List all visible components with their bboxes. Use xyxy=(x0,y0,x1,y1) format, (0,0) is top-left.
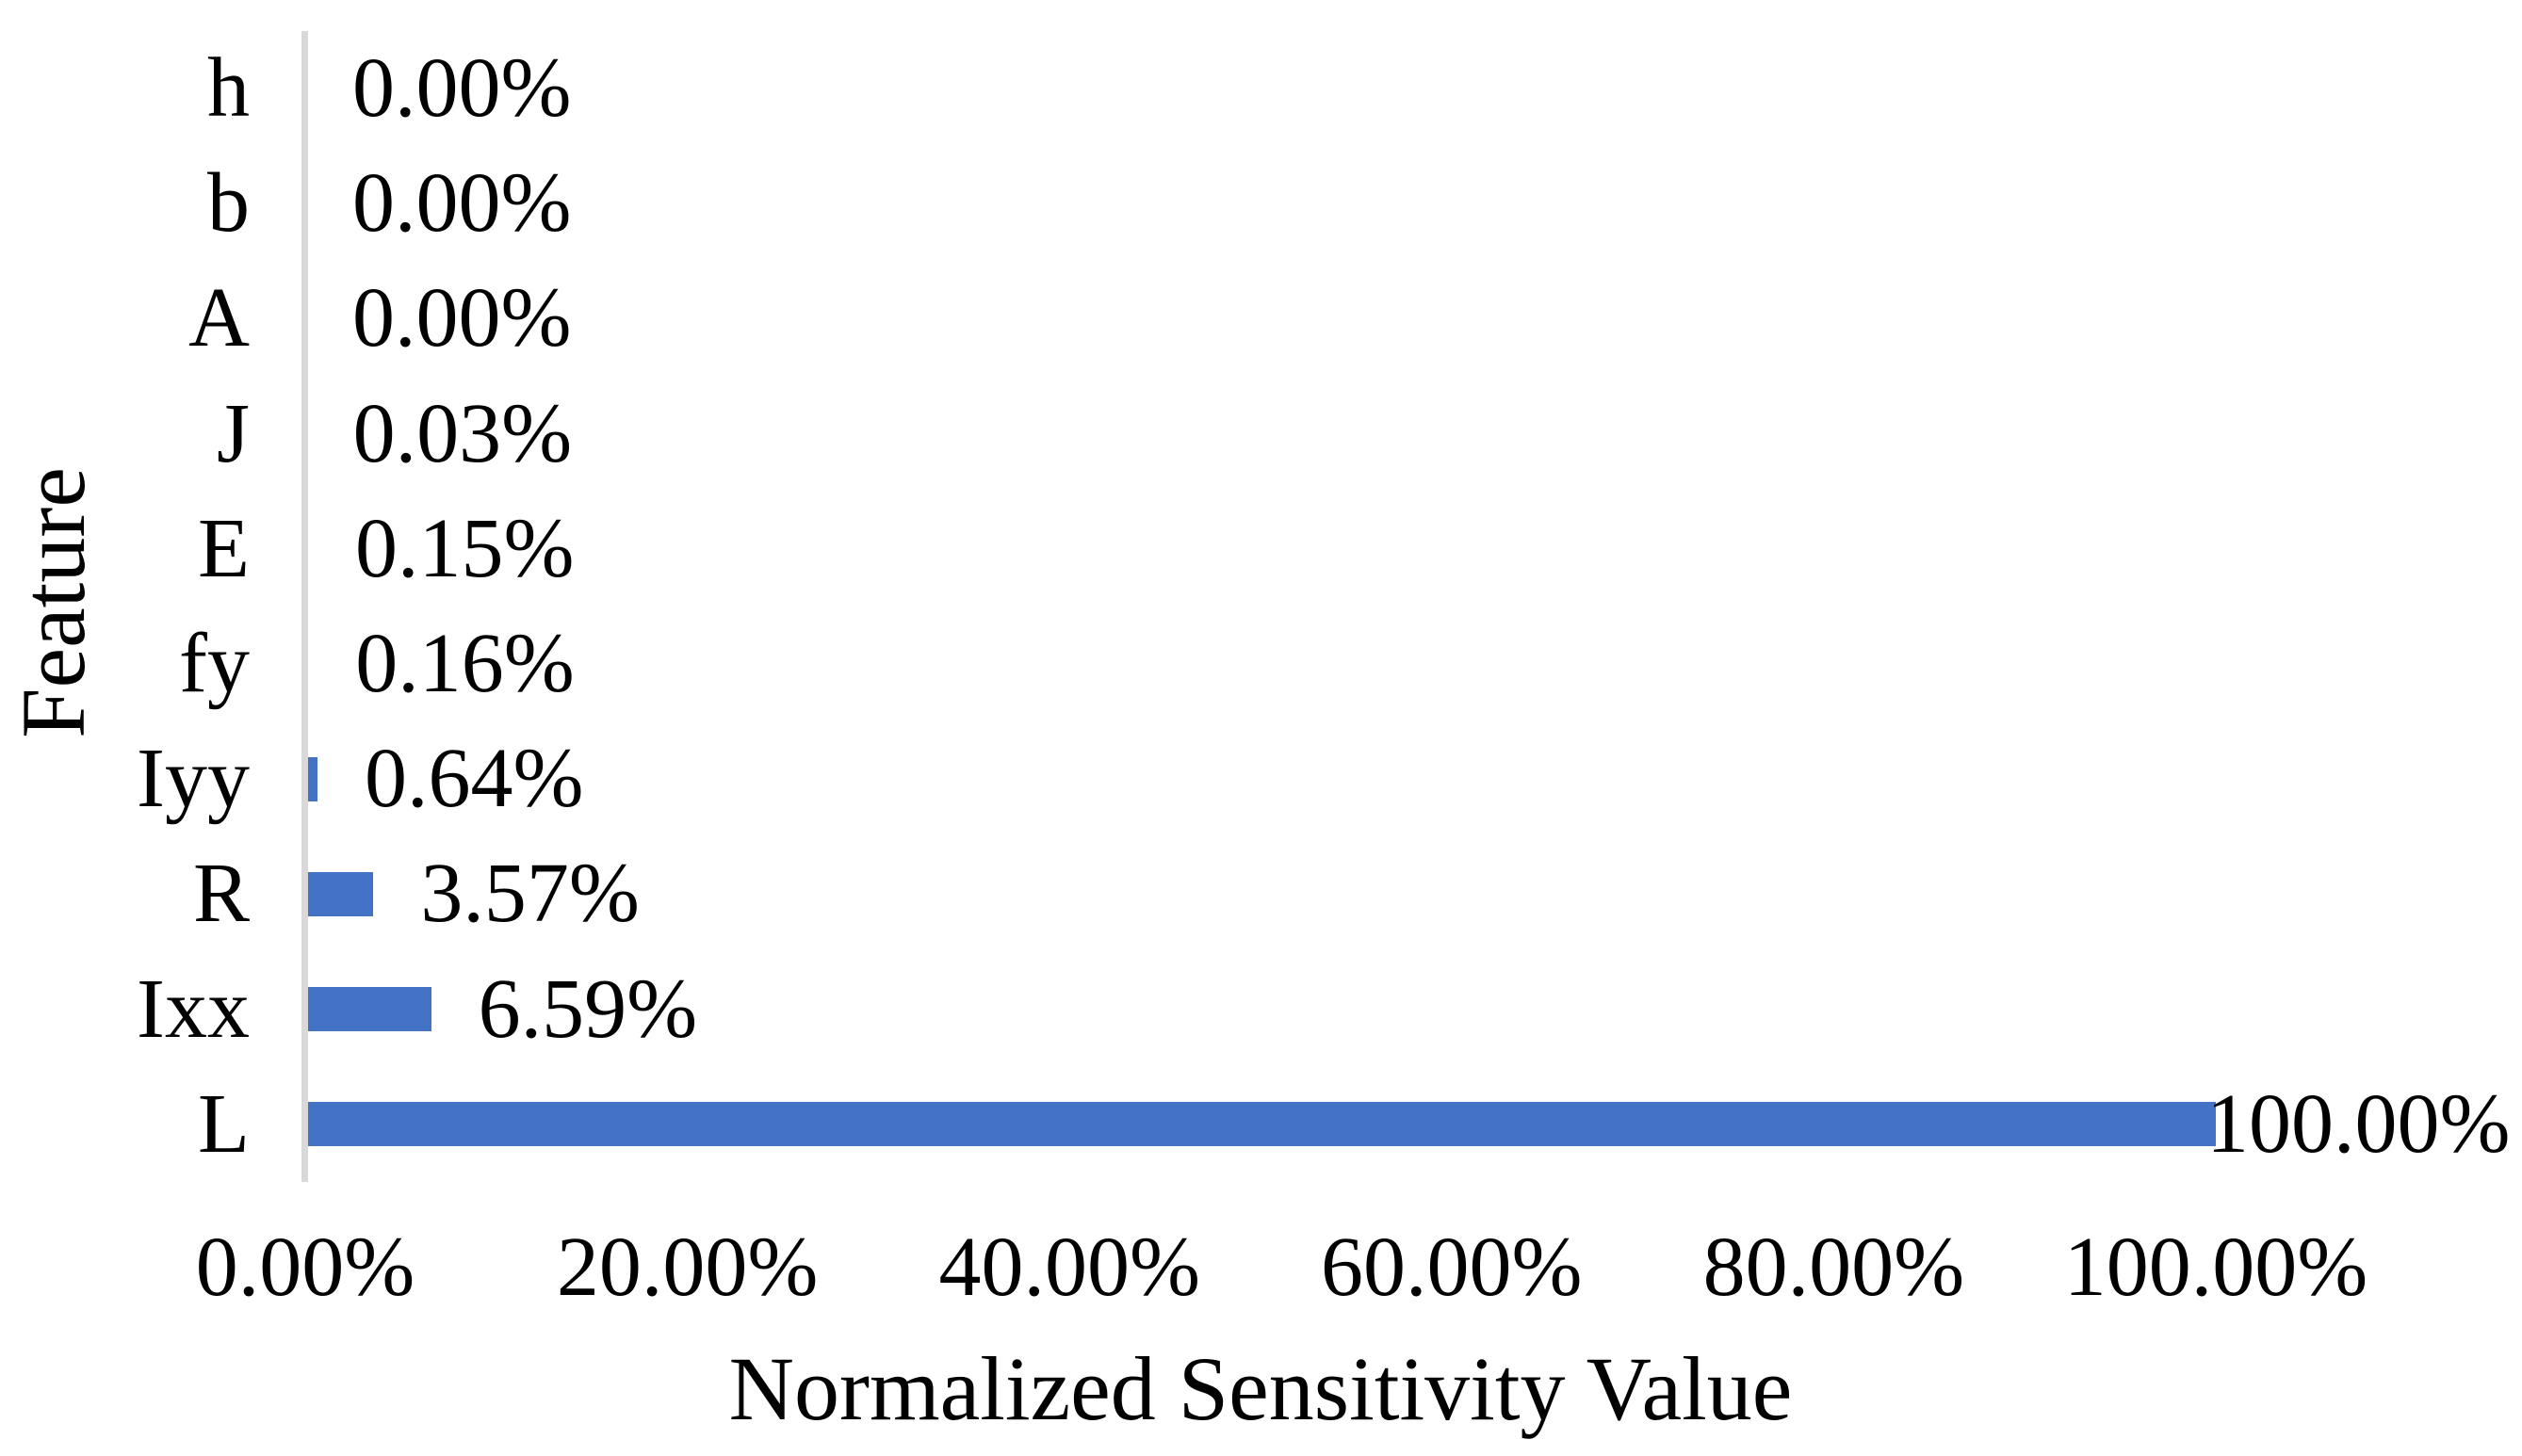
data-label: 0.16% xyxy=(355,617,575,710)
x-tick-label: 60.00% xyxy=(1321,1221,1583,1314)
bar xyxy=(305,756,317,801)
category-label: Ixx xyxy=(137,962,250,1056)
x-tick-label: 100.00% xyxy=(2063,1221,2368,1314)
x-axis-title: Normalized Sensitivity Value xyxy=(728,1338,1793,1439)
category-axis-line xyxy=(301,31,308,1182)
x-tick-label: 0.00% xyxy=(195,1221,415,1314)
data-label: 0.00% xyxy=(352,156,572,251)
bar xyxy=(305,987,431,1032)
category-label: h xyxy=(207,41,250,135)
category-label: E xyxy=(198,501,250,595)
x-tick-label: 80.00% xyxy=(1702,1221,1965,1314)
x-tick-label: 40.00% xyxy=(938,1221,1200,1314)
category-label: Iyy xyxy=(137,732,250,826)
category-label: L xyxy=(198,1076,250,1171)
data-label: 0.64% xyxy=(364,732,584,826)
data-label: 0.15% xyxy=(355,501,575,595)
data-label: 0.00% xyxy=(352,41,572,135)
data-label: 0.00% xyxy=(352,271,572,365)
data-label: 100.00% xyxy=(2206,1076,2511,1171)
category-label: b xyxy=(207,156,250,251)
category-label: J xyxy=(216,386,250,480)
x-tick-label: 20.00% xyxy=(556,1221,819,1314)
data-label: 0.03% xyxy=(352,386,573,480)
data-label: 3.57% xyxy=(420,847,640,941)
category-label: A xyxy=(188,271,250,365)
bar xyxy=(305,1102,2216,1147)
category-label: R xyxy=(192,847,250,941)
data-label: 6.59% xyxy=(478,962,698,1056)
bar xyxy=(305,872,374,916)
category-label: fy xyxy=(179,617,250,710)
